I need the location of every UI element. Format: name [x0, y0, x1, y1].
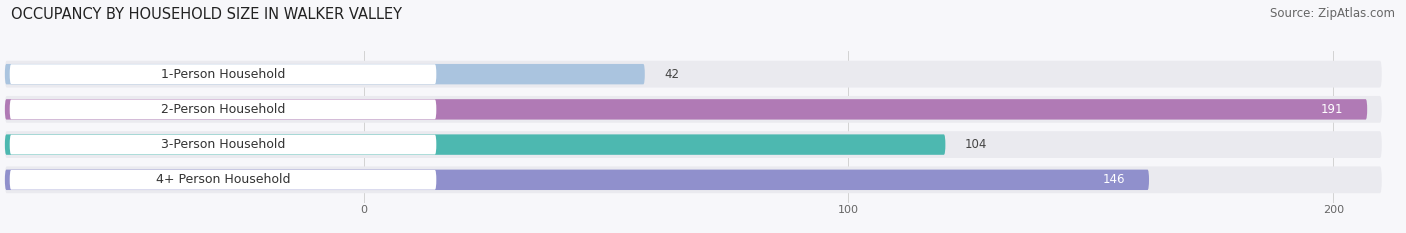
FancyBboxPatch shape: [4, 99, 1367, 120]
Text: 4+ Person Household: 4+ Person Household: [156, 173, 290, 186]
Text: 1-Person Household: 1-Person Household: [160, 68, 285, 81]
FancyBboxPatch shape: [4, 131, 1382, 158]
Text: 42: 42: [664, 68, 679, 81]
FancyBboxPatch shape: [4, 61, 1382, 88]
Text: 2-Person Household: 2-Person Household: [160, 103, 285, 116]
FancyBboxPatch shape: [4, 96, 1382, 123]
FancyBboxPatch shape: [10, 135, 436, 154]
Text: 191: 191: [1320, 103, 1343, 116]
FancyBboxPatch shape: [10, 99, 436, 119]
FancyBboxPatch shape: [4, 134, 945, 155]
Text: Source: ZipAtlas.com: Source: ZipAtlas.com: [1270, 7, 1395, 20]
Text: 3-Person Household: 3-Person Household: [160, 138, 285, 151]
Text: 104: 104: [965, 138, 987, 151]
FancyBboxPatch shape: [4, 166, 1382, 193]
FancyBboxPatch shape: [10, 64, 436, 84]
Text: OCCUPANCY BY HOUSEHOLD SIZE IN WALKER VALLEY: OCCUPANCY BY HOUSEHOLD SIZE IN WALKER VA…: [11, 7, 402, 22]
FancyBboxPatch shape: [10, 170, 436, 190]
Text: 146: 146: [1102, 173, 1125, 186]
FancyBboxPatch shape: [4, 64, 645, 84]
FancyBboxPatch shape: [4, 170, 1149, 190]
